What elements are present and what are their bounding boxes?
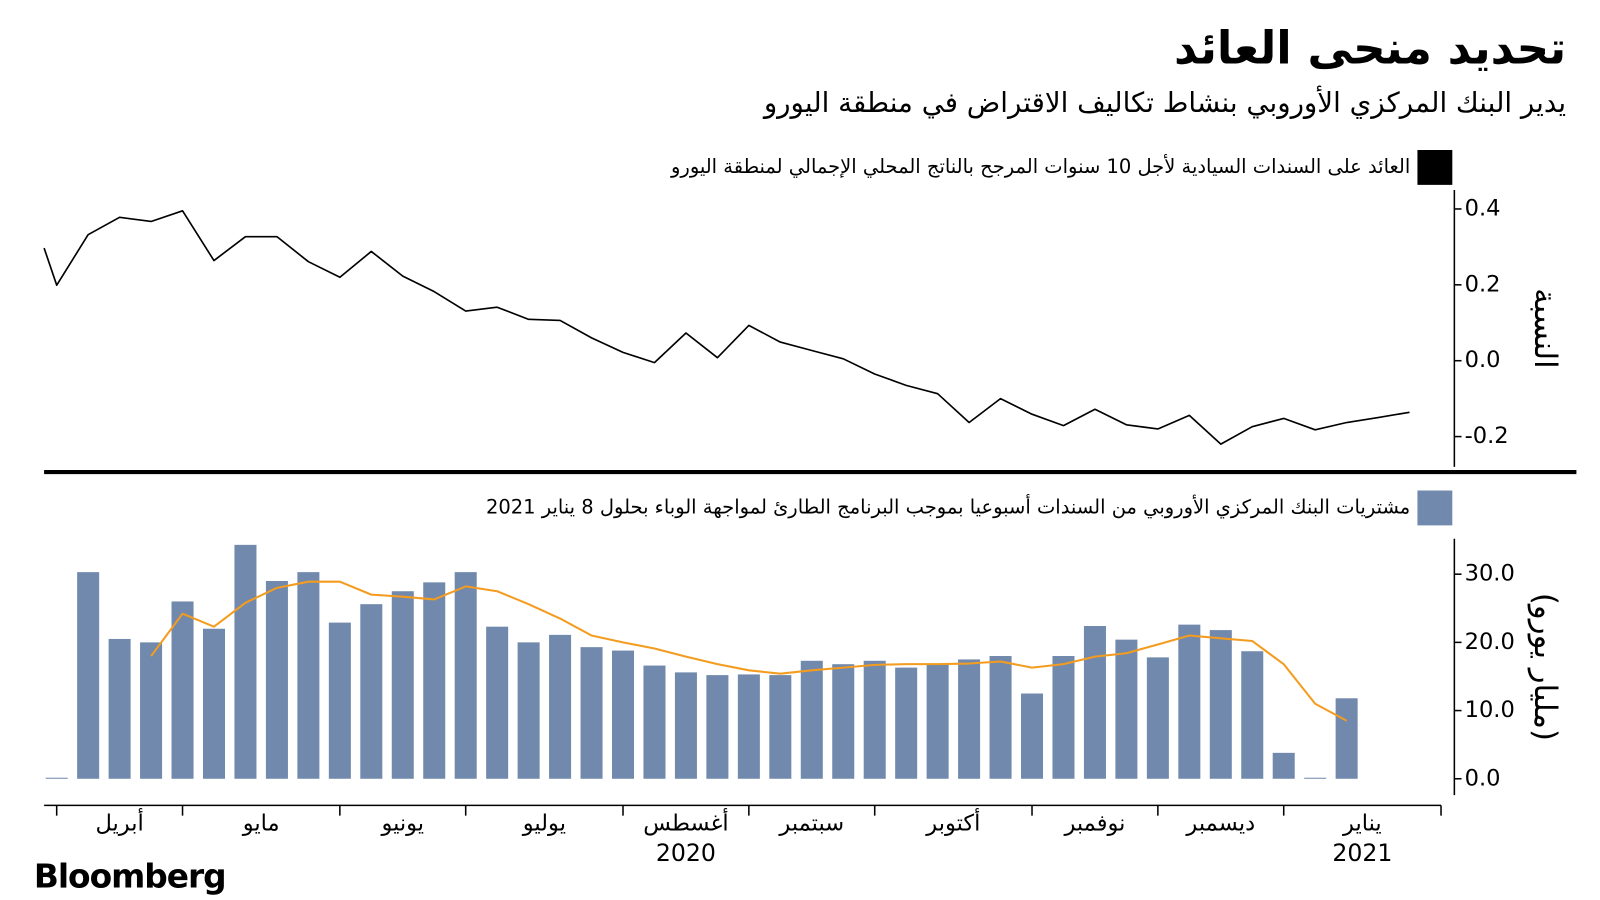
y-tick-label: 0.2 <box>1465 271 1501 297</box>
x-tick-label: أكتوبر <box>925 807 980 836</box>
bar <box>706 675 729 779</box>
x-tick-label: أبريل <box>95 807 143 836</box>
bar <box>234 544 257 779</box>
source: Bloomberg <box>34 858 226 896</box>
bar <box>580 647 603 779</box>
bar <box>328 622 351 779</box>
x-tick-label: مايو <box>242 810 280 836</box>
bar <box>1272 752 1295 779</box>
x-tick-label: سبتمبر <box>778 810 844 836</box>
x-tick-label: يونيو <box>380 810 424 836</box>
bar <box>989 656 1012 779</box>
x-year-label: 2020 <box>656 839 716 867</box>
x-tick-label: ديسمبر <box>1185 810 1255 836</box>
bar <box>486 626 509 779</box>
chart-title: تحديد منحى العائد <box>1174 22 1566 75</box>
legend-label: مشتريات البنك المركزي الأوروبي من السندا… <box>486 494 1410 518</box>
bar <box>454 572 477 779</box>
bar <box>643 665 666 779</box>
bar <box>1083 626 1106 779</box>
y-tick-label: 20.0 <box>1465 629 1515 655</box>
y-tick-label: 30.0 <box>1465 561 1515 587</box>
bar <box>1115 639 1138 779</box>
bar <box>171 601 194 779</box>
bar <box>1335 698 1358 779</box>
bar <box>360 604 383 779</box>
bar <box>140 642 163 779</box>
bar <box>1146 657 1169 779</box>
y-tick-label: 0.4 <box>1465 195 1501 221</box>
bar <box>958 659 981 779</box>
bar <box>1209 630 1232 779</box>
x-tick-label: يوليو <box>522 810 566 836</box>
bar <box>926 664 949 779</box>
y-tick-label: 0.0 <box>1465 765 1501 791</box>
bar <box>863 660 886 779</box>
bar <box>769 675 792 779</box>
bar <box>517 642 540 779</box>
bar <box>423 582 446 779</box>
y-tick-label: 0.0 <box>1465 347 1501 373</box>
bar <box>737 674 760 779</box>
bar <box>611 650 635 779</box>
bar <box>549 634 572 779</box>
bar <box>1178 624 1201 779</box>
bar <box>391 591 414 779</box>
bar <box>77 572 100 779</box>
y-tick-label: -0.2 <box>1465 423 1509 449</box>
bar <box>1052 656 1075 779</box>
bar <box>45 777 68 779</box>
bar <box>108 638 131 779</box>
data-line <box>150 580 1348 722</box>
y-tick-label: 10.0 <box>1465 697 1515 723</box>
legend-swatch <box>1417 150 1453 185</box>
bar <box>895 667 918 779</box>
x-year-label: 2021 <box>1332 839 1392 867</box>
bar <box>297 572 320 779</box>
bar <box>202 628 226 779</box>
data-line <box>43 210 1410 445</box>
bar <box>674 672 697 779</box>
bar <box>1241 651 1264 779</box>
bar <box>832 664 855 779</box>
chart-subtitle: يدير البنك المركزي الأوروبي بنشاط تكاليف… <box>762 84 1566 119</box>
bar <box>265 580 288 779</box>
y-axis-label: النسبة <box>1527 288 1563 368</box>
x-tick-label: نوفمبر <box>1063 810 1125 836</box>
legend-swatch <box>1417 490 1453 526</box>
bar <box>1021 693 1044 779</box>
bar <box>1304 777 1327 779</box>
legend-label: العائد على السندات السيادية لأجل 10 سنوا… <box>670 154 1410 178</box>
y-axis-label: (مليار يورو) <box>1527 593 1563 741</box>
x-tick-label: يناير <box>1342 810 1382 836</box>
x-tick-label: أغسطس <box>643 807 728 836</box>
bar <box>800 660 823 779</box>
